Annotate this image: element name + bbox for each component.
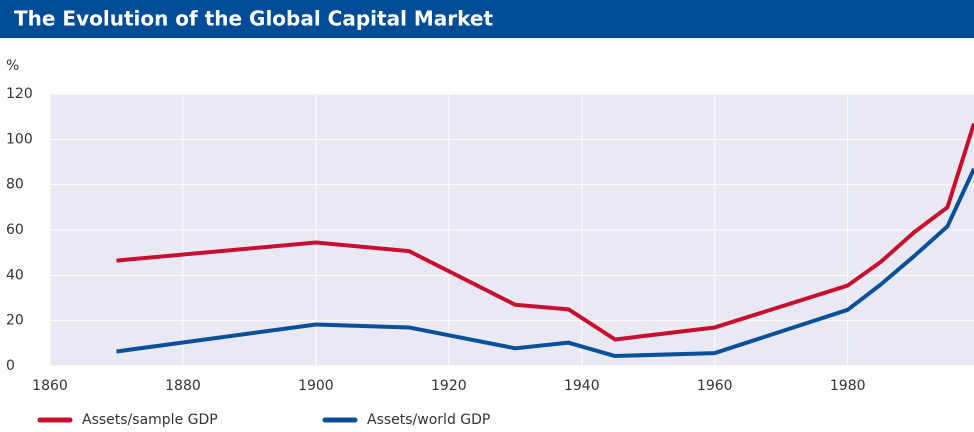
legend-label: Assets/sample GDP (82, 412, 218, 428)
y-tick-label: 20 (6, 313, 24, 329)
y-tick-label: 80 (6, 177, 24, 193)
legend-label: Assets/world GDP (367, 412, 490, 428)
x-tick-label: 1980 (830, 378, 866, 394)
x-tick-label: 1900 (298, 378, 334, 394)
chart-title: The Evolution of the Global Capital Mark… (14, 7, 493, 31)
series-line (116, 167, 974, 359)
x-tick-label: 1860 (32, 378, 68, 394)
x-tick-label: 1960 (697, 378, 733, 394)
y-tick-label: 0 (6, 358, 15, 374)
y-tick-label: 40 (6, 267, 24, 283)
x-tick-label: 1920 (431, 378, 467, 394)
y-axis-label: % (6, 58, 19, 74)
series-line (116, 122, 974, 342)
y-tick-label: 100 (6, 131, 33, 147)
x-tick-label: 1880 (165, 378, 201, 394)
y-tick-label: 60 (6, 222, 24, 238)
y-tick-label: 120 (6, 86, 33, 102)
title-bar (0, 0, 974, 38)
x-tick-label: 1940 (564, 378, 600, 394)
